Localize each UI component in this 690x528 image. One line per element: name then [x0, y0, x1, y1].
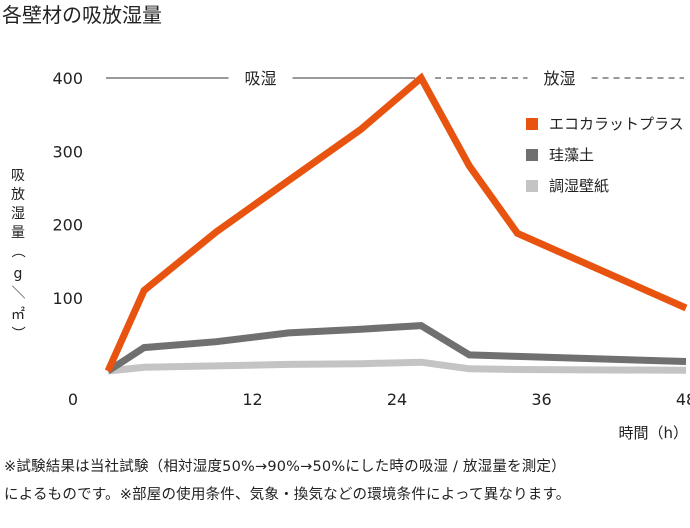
legend-label: 調湿壁紙: [549, 177, 609, 195]
x-axis-label: 時間（h）: [618, 424, 688, 442]
phase-annotations: 吸湿 放湿: [106, 69, 684, 88]
y-axis-label-char: 量: [11, 225, 25, 241]
y-axis-label-char: ㎡: [11, 307, 25, 323]
x-tick-label: 0: [68, 390, 78, 409]
footnote-line-2: によるものです。※部屋の使用条件、気象・換気などの環境条件によって異なります。: [4, 487, 571, 503]
y-axis-label-char: ／: [9, 285, 25, 299]
y-tick-label: 300: [52, 142, 83, 161]
y-axis-label-char: 湿: [11, 206, 25, 222]
legend-swatch: [526, 180, 538, 192]
chart-title: 各壁材の吸放湿量: [2, 3, 162, 27]
y-axis-label-char: 放: [11, 187, 25, 203]
footnote-line-1: ※試験結果は当社試験（相対湿度50%→90%→50%にした時の吸湿 / 放湿量を…: [4, 459, 566, 475]
legend-swatch: [526, 118, 538, 130]
y-tick-label: 400: [52, 69, 83, 88]
y-axis-label-char: g: [14, 266, 23, 282]
y-axis-label-char: ）: [9, 326, 25, 340]
legend-label: 珪藻土: [549, 146, 594, 164]
legend-label: エコカラットプラス: [549, 115, 684, 133]
phase-label: 放湿: [544, 69, 576, 88]
y-axis-label-char: 吸: [11, 168, 25, 184]
series-line-1: [104, 72, 688, 373]
x-tick-label: 48: [676, 390, 690, 409]
y-axis-label: 吸放湿量 （ g ／ ㎡ ）: [9, 168, 25, 340]
x-tick-labels: 0 12 24 36 48: [68, 390, 690, 409]
y-tick-label: 100: [52, 289, 83, 308]
y-axis-label-char: （: [9, 244, 25, 258]
legend-swatch: [526, 149, 538, 161]
series-lines: [104, 72, 688, 375]
series-line-3: [107, 358, 687, 375]
phase-label: 吸湿: [245, 69, 277, 88]
y-tick-label: 200: [52, 216, 83, 235]
x-tick-label: 36: [531, 390, 551, 409]
x-tick-label: 24: [387, 390, 407, 409]
series-line-2: [106, 322, 687, 374]
x-tick-label: 12: [242, 390, 262, 409]
y-tick-labels: 100 200 300 400: [52, 69, 83, 308]
